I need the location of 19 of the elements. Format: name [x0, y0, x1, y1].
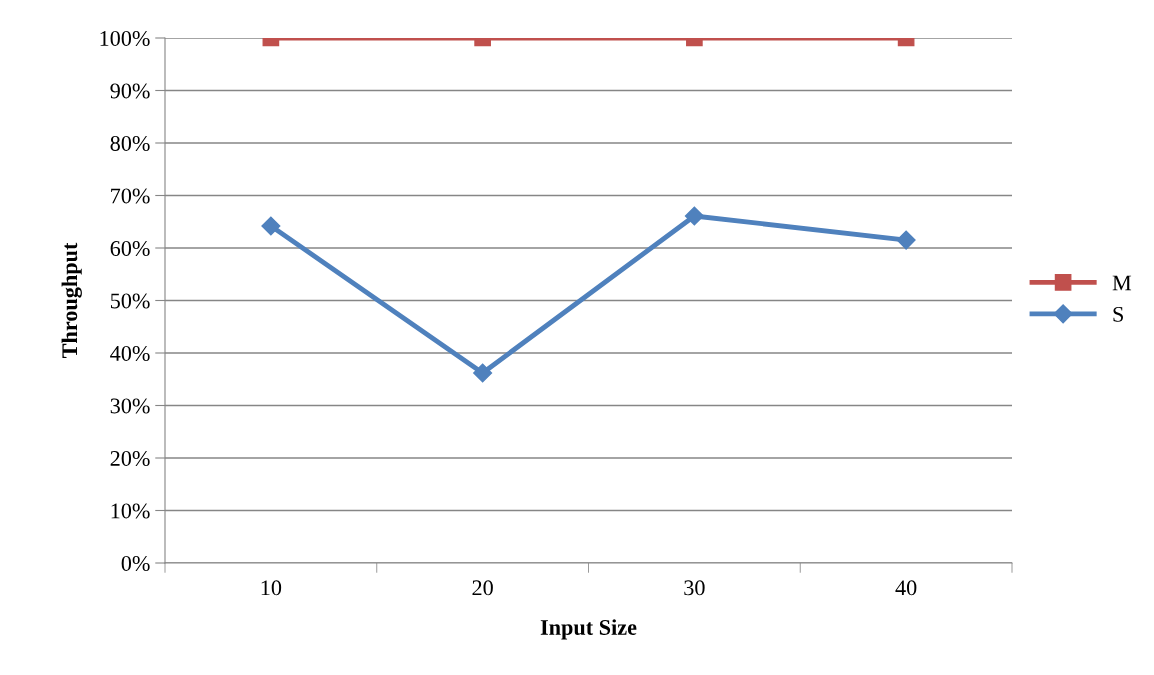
y-tick-label: 10% [111, 503, 150, 519]
y-tick-label: 100% [100, 30, 150, 46]
x-tick-label: 20 [472, 580, 493, 596]
y-tick-label: 70% [111, 188, 150, 204]
legend-label: S [1113, 306, 1123, 322]
y-tick-label: 80% [110, 135, 150, 151]
y-tick-label: 0% [121, 555, 150, 571]
y-tick-label: 40% [110, 345, 150, 361]
y-axis-title: Throughput [61, 242, 82, 359]
x-tick-label: 10 [261, 580, 282, 596]
x-axis-title: Input Size [540, 619, 637, 640]
y-tick-label: 20% [110, 450, 150, 466]
legend-label: M [1112, 275, 1132, 291]
y-tick-label: 90% [110, 83, 150, 99]
y-tick-label: 30% [110, 398, 150, 414]
x-tick-label: 40 [895, 580, 917, 596]
y-tick-label: 60% [110, 240, 150, 256]
x-tick-label: 30 [684, 580, 705, 596]
y-tick-label: 50% [110, 293, 150, 309]
